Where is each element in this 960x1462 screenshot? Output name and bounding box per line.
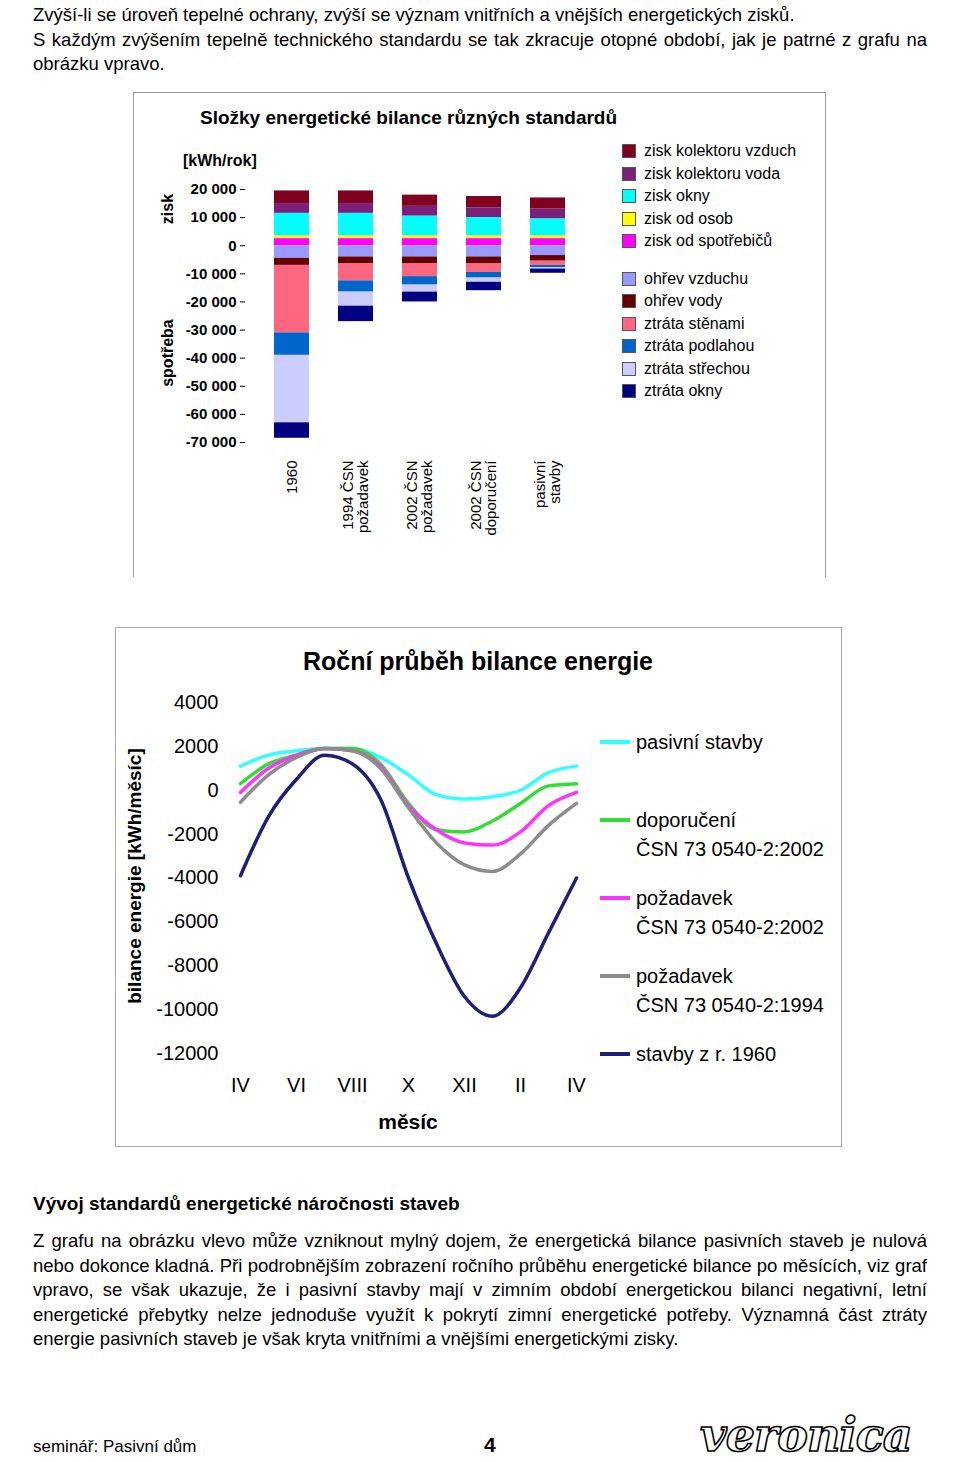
svg-text:20 000: 20 000: [191, 180, 237, 197]
html-text:zisk kolektoru vzduch: zisk kolektoru vzduch: [644, 142, 797, 160]
html-text:bilance energie [kWh/měsíc]: bilance energie [kWh/měsíc]: [124, 748, 145, 1004]
svg-text:-40 000: -40 000: [186, 349, 237, 366]
svg-text:-4000: -4000: [167, 866, 218, 888]
html-text:seminář: Pasivní dům: seminář: Pasivní dům: [33, 1437, 197, 1456]
html-text:ztráta okny: ztráta okny: [644, 382, 723, 400]
svg-text:2002 ČSNpožadavek: 2002 ČSNpožadavek: [403, 460, 435, 533]
html-text:Roční průběh bilance energie: Roční průběh bilance energie: [303, 647, 653, 675]
html-text:zisk od osob: zisk od osob: [644, 209, 733, 227]
svg-text:XII: XII: [452, 1074, 476, 1096]
svg-text:-6000: -6000: [167, 910, 218, 932]
svg-text:X: X: [402, 1074, 415, 1096]
html-text:zisk kolektoru voda: zisk kolektoru voda: [644, 164, 781, 182]
svg-text:II: II: [515, 1074, 526, 1096]
svg-text:VIII: VIII: [337, 1074, 367, 1096]
html-text:veronica: veronica: [700, 1408, 912, 1462]
svg-text:-12000: -12000: [156, 1042, 218, 1064]
svg-text:2000: 2000: [174, 735, 219, 757]
html-text:Z grafu na obrázku vlevo může: Z grafu na obrázku vlevo může vzniknout …: [33, 1230, 927, 1349]
html-text:ohřev vody: ohřev vody: [644, 292, 723, 310]
html-text:zisk od spotřebičů: zisk od spotřebičů: [644, 232, 773, 250]
html-text:požadavek ČSN 73 0540-2:2002: požadavek ČSN 73 0540-2:2002: [636, 887, 824, 938]
svg-text:-8000: -8000: [167, 954, 218, 976]
svg-text:-60 000: -60 000: [186, 405, 237, 422]
svg-text:0: 0: [228, 237, 236, 254]
svg-text:2002 ČSNdoporučení: 2002 ČSNdoporučení: [467, 460, 499, 536]
svg-text:IV: IV: [231, 1074, 251, 1096]
html-text:ztráta podlahou: ztráta podlahou: [644, 337, 755, 355]
html-text:Vývoj standardů energetické ná: Vývoj standardů energetické náročnosti s…: [33, 1193, 460, 1214]
html-text:stavby z r. 1960: stavby z r. 1960: [636, 1043, 777, 1065]
svg-text:-70 000: -70 000: [186, 433, 237, 450]
svg-text:1960: 1960: [283, 461, 300, 494]
svg-text:pasivnístavby: pasivnístavby: [531, 460, 563, 508]
html-text:měsíc: měsíc: [378, 1110, 438, 1133]
svg-text:-10000: -10000: [156, 998, 218, 1020]
html-text:ohřev vzduchu: ohřev vzduchu: [644, 269, 749, 287]
html-text:zisk okny: zisk okny: [644, 187, 710, 205]
svg-text:-10 000: -10 000: [186, 265, 237, 282]
html-text:ztráta stěnami: ztráta stěnami: [644, 314, 745, 332]
svg-text:4000: 4000: [174, 691, 219, 713]
html-text:Zvýší-li se úroveň tepelné och: Zvýší-li se úroveň tepelné ochrany, zvýš…: [33, 4, 795, 25]
svg-text:IV: IV: [567, 1074, 587, 1096]
svg-text:10 000: 10 000: [191, 208, 237, 225]
svg-text:1994 ČSNpožadavek: 1994 ČSNpožadavek: [339, 460, 371, 533]
svg-text:-30 000: -30 000: [186, 321, 237, 338]
html-text:Složky energetické bilance růz: Složky energetické bilance různých stand…: [200, 107, 618, 128]
html-text:požadavek ČSN 73 0540-2:1994: požadavek ČSN 73 0540-2:1994: [636, 965, 824, 1016]
svg-text:-50 000: -50 000: [186, 377, 237, 394]
html-text:doporučení ČSN 73 0540-2:2002: doporučení ČSN 73 0540-2:2002: [636, 809, 824, 860]
svg-text:-2000: -2000: [167, 823, 218, 845]
html-text:pasivní stavby: pasivní stavby: [636, 731, 763, 753]
svg-text:-20 000: -20 000: [186, 293, 237, 310]
svg-text:VI: VI: [287, 1074, 306, 1096]
html-text:[kWh/rok]: [kWh/rok]: [183, 152, 257, 169]
html-text:4: 4: [484, 1433, 496, 1456]
html-text:S každým zvýšením tepelně tech: S každým zvýšením tepelně technického st…: [33, 28, 927, 74]
html-text:zisk: zisk: [159, 193, 176, 225]
html-text:ztráta střechou: ztráta střechou: [644, 359, 750, 377]
html-text:spotřeba: spotřeba: [159, 319, 176, 387]
svg-text:0: 0: [207, 779, 218, 801]
